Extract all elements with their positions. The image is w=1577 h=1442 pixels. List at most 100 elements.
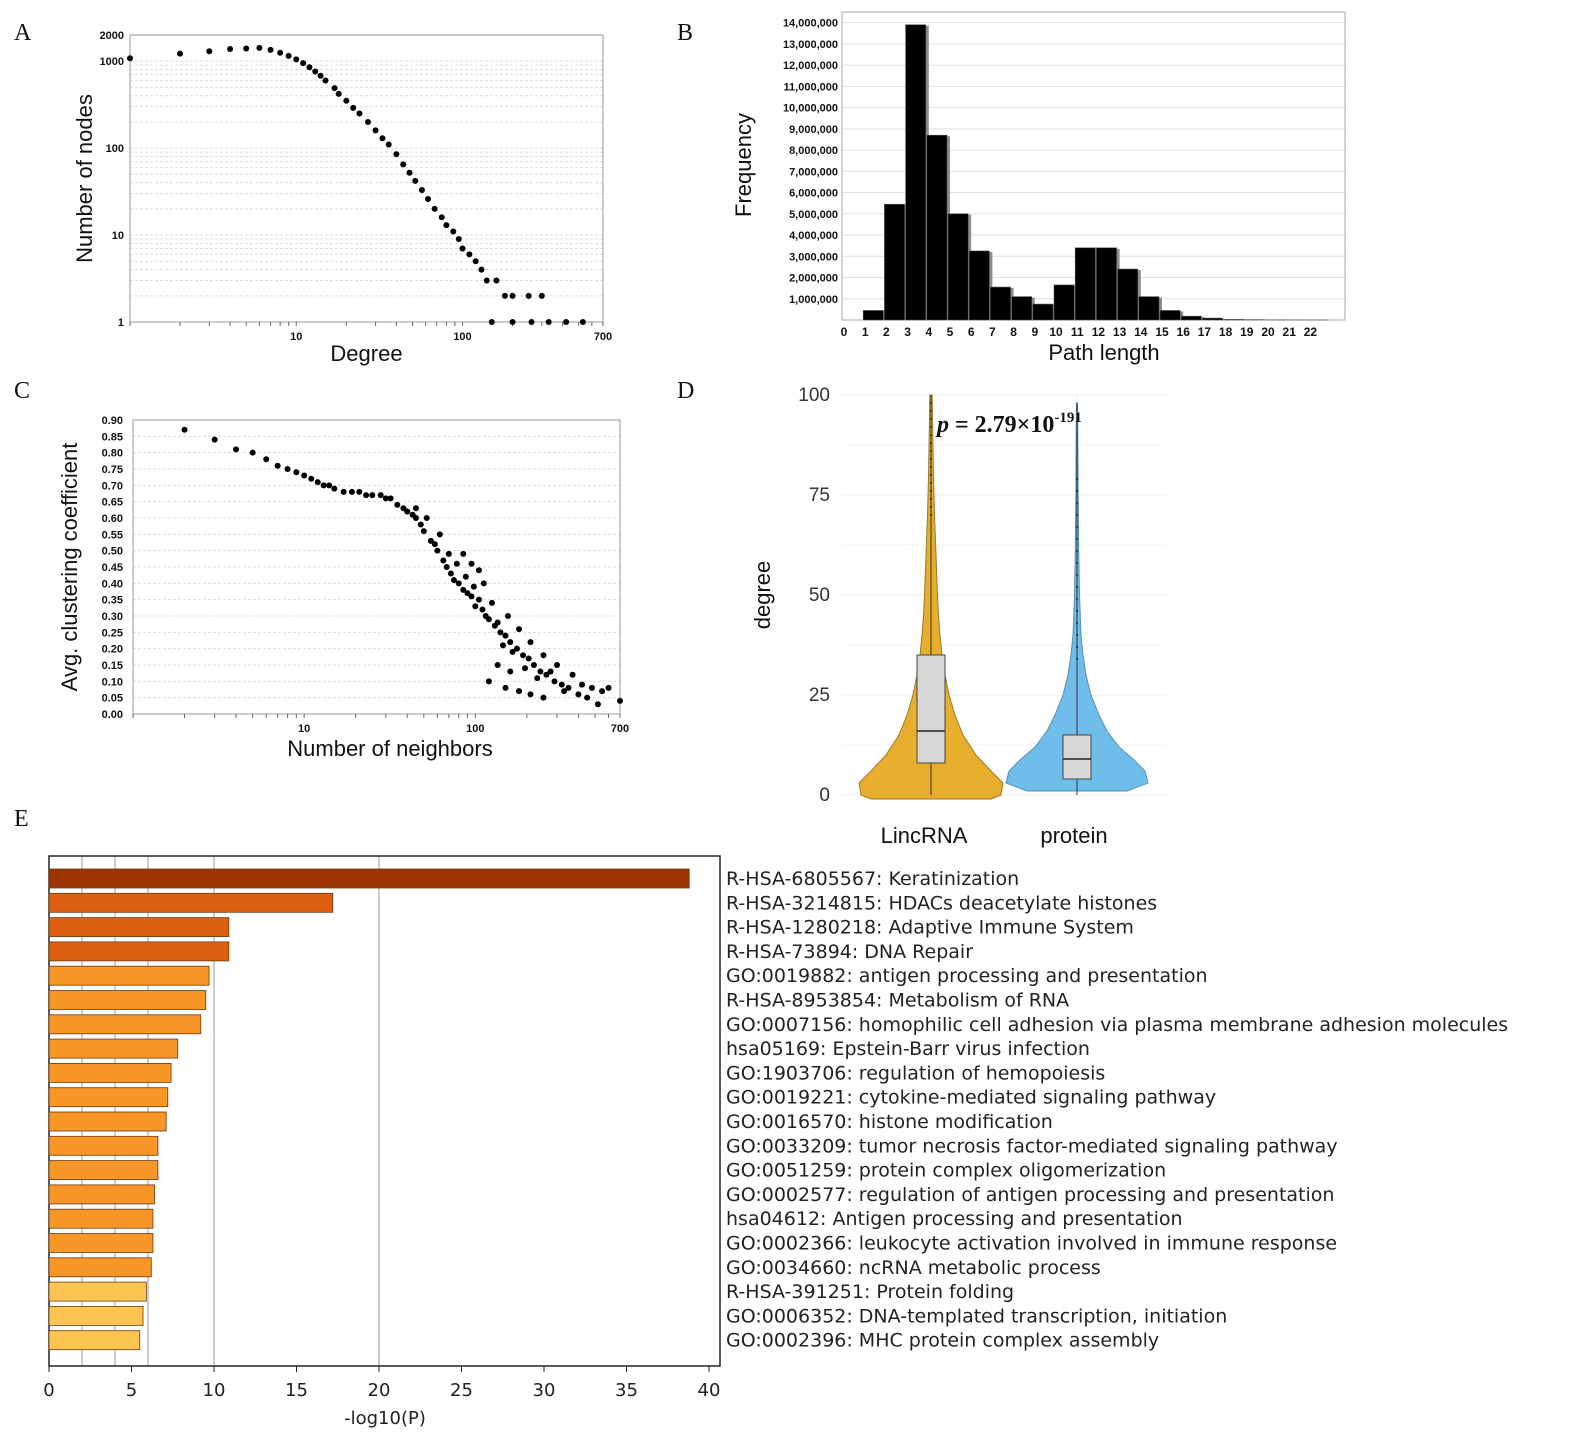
data-point <box>431 205 438 212</box>
y-tick-label: 0.45 <box>102 562 123 574</box>
bar <box>1117 268 1139 321</box>
outlier-point <box>1076 514 1078 516</box>
enrichment-bar-chart: R-HSA-6805567: KeratinizationR-HSA-32148… <box>43 855 1508 1429</box>
outlier-point <box>930 490 932 492</box>
term-label: GO:1903706: regulation of hemopoiesis <box>726 1062 1105 1084</box>
p-symbol: p <box>935 412 949 438</box>
y-tick-label: 11,000,000 <box>784 81 838 93</box>
enrichment-bar <box>48 990 207 1010</box>
data-point <box>418 186 425 193</box>
outlier-point <box>1076 478 1078 480</box>
data-point <box>243 45 250 52</box>
data-point <box>502 632 509 639</box>
y-tick-label: 0.35 <box>102 595 123 607</box>
data-point <box>356 110 363 117</box>
bar <box>1159 310 1181 321</box>
panel-letter-e: E <box>14 806 29 832</box>
bar <box>990 286 1011 321</box>
data-point <box>579 681 586 688</box>
data-point <box>263 456 270 463</box>
term-label: hsa05169: Epstein-Barr virus infection <box>726 1038 1090 1060</box>
data-point <box>393 151 400 158</box>
enrichment-bar <box>48 892 334 913</box>
data-point <box>537 668 544 675</box>
y-tick-label: 0.00 <box>102 709 123 721</box>
enrichment-bar <box>48 1087 169 1108</box>
outlier-point <box>1076 622 1078 624</box>
x-tick-label: LincRNA <box>881 823 968 848</box>
plot-frame <box>129 34 604 323</box>
data-point <box>455 236 462 243</box>
data-point <box>509 319 516 325</box>
x-tick-label: 1 <box>862 325 869 339</box>
data-point <box>372 127 379 134</box>
outlier-point <box>1076 658 1078 660</box>
data-point <box>340 488 347 495</box>
enrichment-bar <box>48 1257 152 1278</box>
enrichment-bar <box>48 1306 144 1326</box>
y-tick-label: 0.90 <box>102 415 123 427</box>
x-tick-label: 100 <box>466 723 484 735</box>
data-point <box>308 475 315 482</box>
data-point <box>554 662 561 668</box>
box <box>1062 734 1092 780</box>
outlier-point <box>930 402 932 404</box>
x-tick-label: 10 <box>290 331 302 343</box>
x-axis-title: Number of neighbors <box>287 736 492 761</box>
term-label: hsa04612: Antigen processing and present… <box>726 1208 1183 1230</box>
data-point <box>285 52 292 59</box>
panel-letter-d: D <box>677 378 694 404</box>
data-point <box>462 573 469 580</box>
x-tick-label: 20 <box>1261 325 1275 339</box>
p-value-main: = 2.79×10 <box>949 412 1054 438</box>
data-point <box>440 557 447 564</box>
x-tick-label: 5 <box>947 325 954 339</box>
bar <box>926 134 948 321</box>
data-point <box>424 195 431 202</box>
outlier-point <box>1076 610 1078 612</box>
data-point <box>579 319 586 325</box>
data-point <box>617 697 623 704</box>
outlier-point <box>1076 598 1078 600</box>
x-tick-label: 9 <box>1031 325 1038 339</box>
box <box>916 654 946 764</box>
data-point <box>497 629 504 636</box>
panel-letter-a: A <box>14 20 32 46</box>
data-point <box>594 701 601 708</box>
x-tick-label: 10 <box>203 1380 226 1401</box>
y-tick-label: 0.05 <box>102 693 123 705</box>
term-label: GO:0019882: antigen processing and prese… <box>726 965 1208 987</box>
x-tick-label: 17 <box>1198 325 1212 339</box>
data-point <box>479 606 486 613</box>
data-point <box>475 567 482 574</box>
outlier-point <box>1076 574 1078 576</box>
enrichment-bar <box>48 1184 155 1205</box>
data-point <box>468 560 475 567</box>
y-tick-label: 0.30 <box>102 611 123 623</box>
data-point <box>406 169 413 176</box>
data-point <box>322 77 329 84</box>
y-tick-label: 1 <box>118 317 124 329</box>
x-tick-label: 15 <box>1155 325 1169 339</box>
data-point <box>300 60 307 67</box>
data-point <box>293 469 300 476</box>
data-point <box>404 508 411 515</box>
outlier-point <box>930 426 932 428</box>
data-point <box>348 488 355 495</box>
y-tick-label: 9,000,000 <box>789 124 838 136</box>
data-point <box>394 501 401 508</box>
panel-letter-c: C <box>14 378 30 404</box>
data-point <box>494 662 501 668</box>
data-point <box>256 44 263 51</box>
y-tick-label: 0.75 <box>102 464 123 476</box>
data-point <box>387 495 394 502</box>
data-point <box>605 684 612 691</box>
outlier-point <box>930 458 932 460</box>
data-point <box>516 626 523 633</box>
data-point <box>364 118 371 125</box>
data-point <box>538 292 545 299</box>
y-tick-label: 10 <box>112 230 124 242</box>
outlier-point <box>930 418 932 420</box>
data-point <box>460 586 467 593</box>
bar <box>1202 317 1223 321</box>
